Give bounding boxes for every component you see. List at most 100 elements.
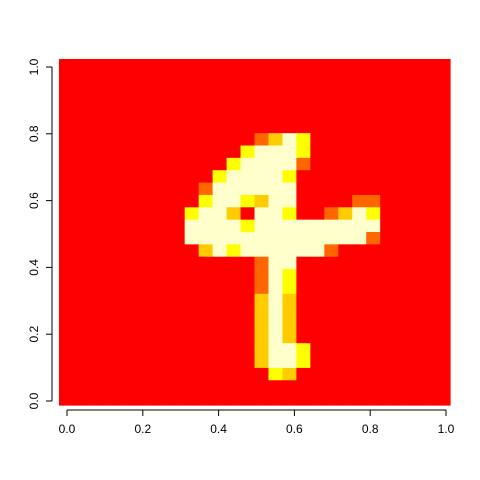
heatmap-cell	[86, 367, 102, 381]
heatmap-cell	[254, 219, 270, 233]
heatmap-cell	[184, 281, 200, 295]
heatmap-cell	[380, 281, 395, 295]
heatmap-cell	[170, 330, 186, 344]
heatmap-cell	[338, 232, 353, 245]
heatmap-cell	[72, 120, 88, 134]
heatmap-cell	[198, 355, 214, 369]
heatmap-cell	[100, 96, 116, 110]
heatmap-cell	[198, 392, 214, 406]
heatmap-cell	[100, 244, 116, 258]
heatmap-cell	[226, 269, 242, 283]
heatmap-cell	[338, 157, 353, 171]
heatmap-cell	[59, 256, 74, 270]
heatmap-cell	[142, 120, 158, 134]
heatmap-cell	[59, 219, 74, 233]
heatmap-cell	[86, 194, 102, 208]
heatmap-cell	[338, 367, 353, 381]
heatmap-cell	[156, 318, 172, 332]
heatmap-cell	[170, 59, 186, 72]
heatmap-cell	[86, 256, 102, 270]
heatmap-cell	[296, 182, 311, 196]
heatmap-cell	[324, 59, 339, 72]
heatmap-cell	[128, 355, 144, 369]
heatmap-cell	[72, 367, 88, 381]
heatmap-cell	[394, 83, 409, 97]
heatmap-cell	[226, 330, 242, 344]
heatmap-cell	[352, 380, 367, 394]
heatmap-cell	[142, 96, 158, 110]
heatmap-cell	[296, 207, 311, 221]
heatmap-cell	[212, 71, 228, 85]
heatmap-cell	[72, 306, 88, 320]
heatmap-cell	[268, 343, 284, 357]
heatmap-cell	[338, 293, 353, 307]
heatmap-cell	[240, 182, 256, 196]
heatmap-cell	[436, 96, 451, 110]
heatmap-cell	[142, 133, 158, 147]
heatmap-cell	[254, 157, 270, 171]
heatmap-cell	[394, 269, 409, 283]
heatmap-cell	[394, 157, 409, 171]
heatmap-cell	[156, 133, 172, 147]
heatmap-cell	[184, 133, 200, 147]
heatmap-cell	[380, 170, 395, 184]
heatmap-cell	[352, 355, 367, 369]
heatmap-cell	[380, 318, 395, 332]
heatmap-cell	[240, 392, 256, 406]
heatmap-cell	[338, 182, 353, 196]
heatmap-cell	[226, 367, 242, 381]
heatmap-cell	[352, 207, 367, 221]
heatmap-cell	[324, 293, 339, 307]
heatmap-cell	[156, 343, 172, 357]
heatmap-cell	[324, 330, 339, 344]
heatmap-cell	[352, 219, 367, 233]
heatmap-cell	[296, 293, 311, 307]
heatmap-cell	[240, 133, 256, 147]
heatmap-cell	[422, 343, 437, 357]
heatmap-cell	[226, 281, 242, 295]
heatmap-cell	[338, 256, 353, 270]
heatmap-cell	[436, 108, 451, 122]
heatmap-cell	[142, 244, 158, 258]
heatmap-cell	[338, 343, 353, 357]
heatmap-cell	[394, 120, 409, 134]
heatmap-cell	[170, 145, 186, 159]
heatmap-cell	[324, 96, 339, 110]
heatmap-cell	[184, 330, 200, 344]
heatmap-cell	[128, 157, 144, 171]
heatmap-cell	[59, 281, 74, 295]
heatmap-cell	[338, 96, 353, 110]
heatmap-cell	[156, 232, 172, 245]
heatmap-cell	[72, 293, 88, 307]
heatmap-cell	[282, 281, 297, 295]
heatmap-cell	[282, 157, 297, 171]
heatmap-cell	[128, 207, 144, 221]
heatmap-cell	[128, 281, 144, 295]
heatmap-cell	[114, 293, 130, 307]
heatmap-cell	[310, 96, 325, 110]
heatmap-cell	[394, 355, 409, 369]
heatmap-cell	[282, 108, 297, 122]
heatmap-cell	[338, 207, 353, 221]
heatmap-cell	[366, 145, 381, 159]
heatmap-cell	[282, 318, 297, 332]
heatmap-cell	[338, 244, 353, 258]
heatmap-cell	[408, 392, 423, 406]
heatmap-cell	[352, 244, 367, 258]
heatmap-cell	[436, 133, 451, 147]
heatmap-cell	[380, 120, 395, 134]
heatmap-cell	[268, 157, 284, 171]
heatmap-cell	[408, 306, 423, 320]
heatmap-cell	[86, 355, 102, 369]
heatmap-cell	[408, 244, 423, 258]
heatmap-cell	[352, 306, 367, 320]
heatmap-cell	[422, 318, 437, 332]
heatmap-cell	[394, 219, 409, 233]
heatmap-cell	[212, 145, 228, 159]
heatmap-cell	[198, 232, 214, 245]
heatmap-cell	[212, 330, 228, 344]
heatmap-cell	[86, 170, 102, 184]
heatmap-cell	[156, 380, 172, 394]
heatmap-cell	[352, 145, 367, 159]
heatmap-cell	[72, 343, 88, 357]
